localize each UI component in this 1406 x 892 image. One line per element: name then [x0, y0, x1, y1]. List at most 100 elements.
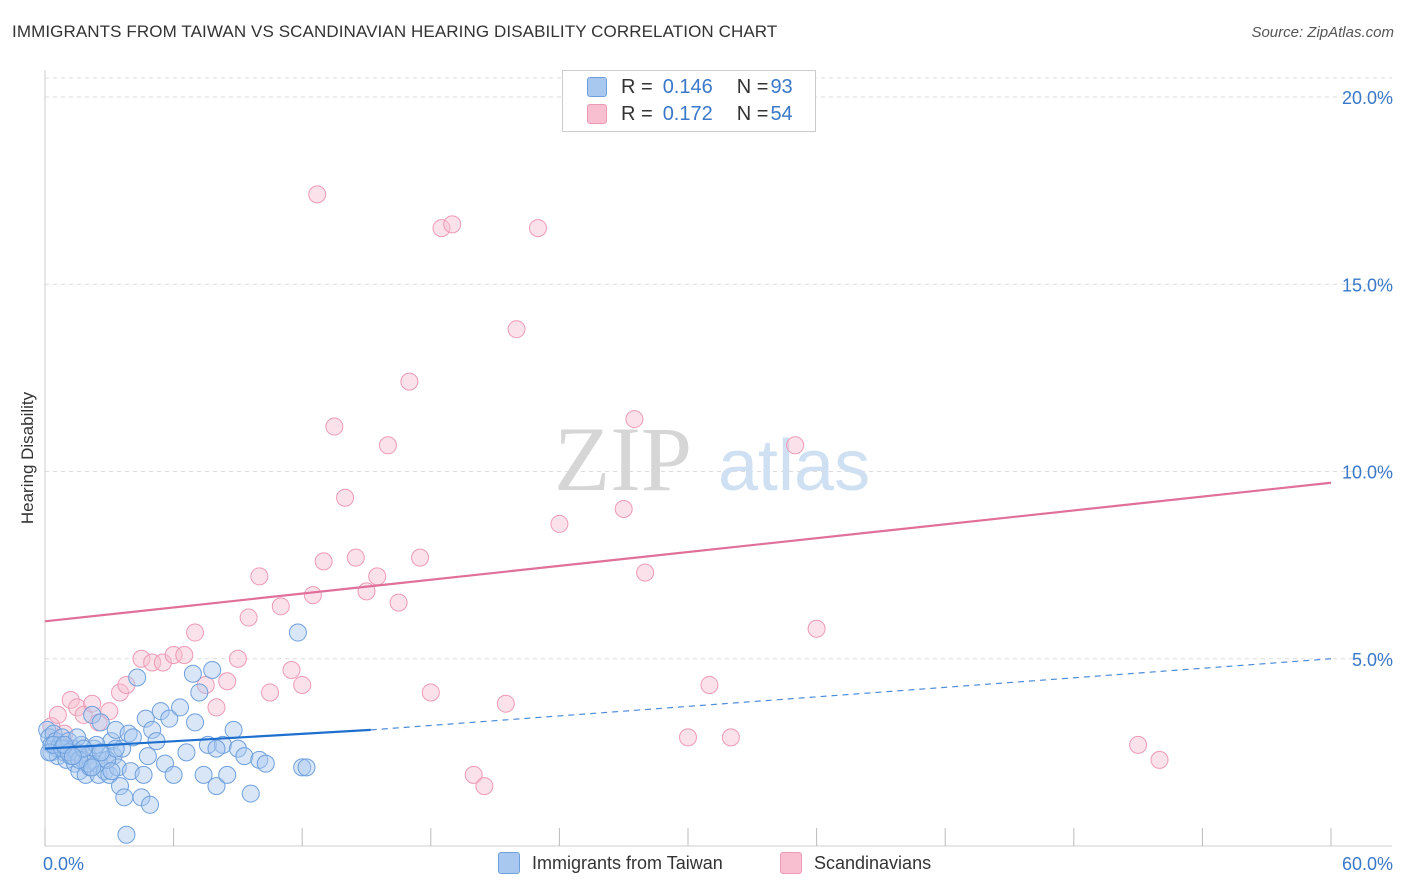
scandinavians-point	[153, 653, 172, 672]
bottom-legend-label-taiwan: Immigrants from Taiwan	[532, 852, 723, 873]
taiwan-point	[207, 777, 226, 796]
scandinavians-point	[196, 675, 215, 694]
taiwan-point	[207, 739, 226, 758]
bottom-legend-swatch-taiwan	[498, 852, 520, 874]
scandinavians-point	[143, 653, 162, 672]
taiwan-point	[102, 762, 121, 781]
legend-r-value: 0.146	[662, 75, 713, 98]
scandinavians-point	[164, 646, 183, 665]
taiwan-point	[177, 743, 196, 762]
y-tick-label: 5.0%	[1352, 650, 1393, 670]
scandinavians-point	[614, 499, 633, 518]
taiwan-point	[218, 765, 237, 784]
taiwan-point	[183, 664, 202, 683]
scandinavians-point	[336, 488, 355, 507]
taiwan-point	[115, 788, 134, 807]
scandinavians-point	[175, 646, 194, 665]
scandinavians-point	[679, 728, 697, 747]
scandinavians-point	[625, 410, 644, 429]
scandinavians-point	[68, 698, 87, 717]
scandinavians-points	[42, 88, 1169, 796]
scandinavians-point	[389, 593, 408, 612]
taiwan-point	[293, 758, 312, 777]
scandinavians-point	[207, 698, 226, 717]
taiwan-point	[224, 720, 243, 739]
scandinavians-point	[293, 675, 312, 694]
scandinavians-point	[721, 728, 740, 747]
taiwan-point	[194, 765, 213, 784]
legend-r-label: R =	[621, 102, 653, 125]
scandinavians-point	[507, 320, 526, 339]
legend-n-label: N =	[736, 102, 769, 125]
scandinavians-point	[786, 436, 805, 455]
taiwan-point	[91, 713, 110, 732]
taiwan-trend-line-extension	[370, 658, 1332, 731]
taiwan-point	[83, 758, 102, 777]
scandinavians-point	[186, 623, 205, 642]
scandinavians-point	[271, 597, 290, 616]
scandinavians-point	[239, 608, 258, 627]
y-tick-label: 15.0%	[1342, 275, 1393, 295]
legend-n-value: 93	[770, 75, 793, 98]
scandinavians-point	[48, 705, 67, 724]
scandinavians-point	[1150, 750, 1169, 769]
taiwan-point	[228, 739, 247, 758]
scandinavians-point	[261, 683, 280, 702]
watermark: ZIP atlas	[554, 408, 870, 510]
scandinavians-point	[411, 548, 430, 567]
scandinavians-point	[528, 219, 547, 238]
taiwan-point	[198, 735, 217, 754]
taiwan-point	[106, 739, 125, 758]
scandinavians-point	[218, 672, 237, 691]
scandinavians-point	[303, 586, 322, 605]
watermark-atlas: atlas	[718, 426, 870, 506]
scandinavians-point	[636, 563, 655, 582]
scandinavians-point	[550, 514, 569, 533]
bottom-legend-label-scandinavians: Scandinavians	[814, 852, 932, 873]
bottom-legend-scandinavians: Scandinavians	[780, 852, 931, 874]
y-tick-label: 10.0%	[1342, 463, 1393, 483]
taiwan-point	[128, 668, 147, 687]
taiwan-trend-line	[44, 728, 371, 750]
scandinavians-point	[250, 567, 269, 586]
scandinavians-point	[308, 185, 327, 204]
x-ticks	[44, 828, 1332, 846]
taiwan-point	[138, 747, 157, 766]
scandinavians-point	[700, 675, 719, 694]
taiwan-point	[143, 720, 162, 739]
legend-swatch-taiwan	[587, 77, 607, 97]
scandinavians-trend-line	[44, 481, 1332, 623]
scandinavians-point	[61, 690, 80, 709]
scandinavians-point	[475, 777, 494, 796]
x-tick-label: 60.0%	[1342, 854, 1393, 874]
taiwan-points	[38, 623, 316, 844]
scandinavians-point	[132, 649, 151, 668]
scandinavians-point	[432, 219, 451, 238]
scandinavians-point	[368, 567, 387, 586]
legend-r-label: R =	[621, 75, 653, 98]
taiwan-point	[63, 747, 82, 766]
taiwan-point	[241, 784, 260, 803]
taiwan-point	[91, 743, 110, 762]
axes	[44, 70, 1392, 847]
legend-row-scandinavians: R = 0.172 N = 54	[587, 101, 793, 127]
taiwan-point	[297, 758, 316, 777]
taiwan-point	[141, 795, 160, 814]
scandinavians-point	[346, 548, 365, 567]
scandinavians-point	[400, 372, 419, 391]
legend-n-label: N =	[736, 75, 769, 98]
scandinavians-point	[1129, 735, 1148, 754]
taiwan-point	[134, 765, 153, 784]
correlation-legend: R = 0.146 N = 93 R = 0.172 N = 54	[562, 70, 816, 132]
taiwan-point	[136, 709, 155, 728]
y-tick-labels: 5.0% 10.0% 15.0% 20.0%	[1342, 88, 1393, 670]
scandinavians-point	[282, 660, 301, 679]
y-axis-label: Hearing Disability	[18, 391, 37, 524]
taiwan-point	[235, 747, 254, 766]
scandinavians-point	[117, 675, 136, 694]
y-tick-label: 20.0%	[1342, 88, 1393, 108]
legend-swatch-scandinavians	[587, 104, 607, 124]
legend-n-value: 54	[770, 102, 793, 125]
scandinavians-point	[111, 683, 130, 702]
